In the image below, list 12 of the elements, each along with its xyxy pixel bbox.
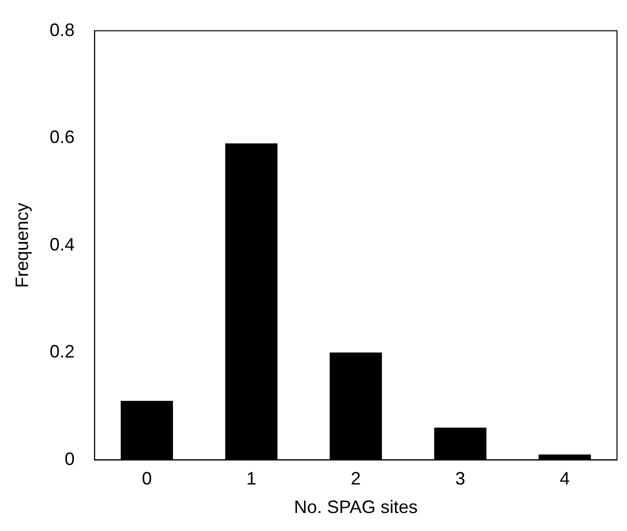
y-tick-label: 0.6 (50, 127, 75, 148)
y-tick-label: 0.8 (50, 20, 75, 40)
y-tick-label: 0 (64, 448, 75, 469)
x-tick-label: 3 (455, 468, 466, 489)
y-tick-label: 0.4 (50, 234, 75, 254)
y-tick-label: 0.2 (50, 342, 75, 362)
x-axis-title: No. SPAG sites (294, 497, 418, 518)
x-tick-label: 1 (246, 468, 256, 489)
x-tick-label: 4 (560, 468, 570, 489)
y-axis-title: Frequency (12, 202, 32, 288)
x-tick-label: 0 (142, 468, 152, 489)
x-tick-label: 2 (350, 468, 361, 489)
